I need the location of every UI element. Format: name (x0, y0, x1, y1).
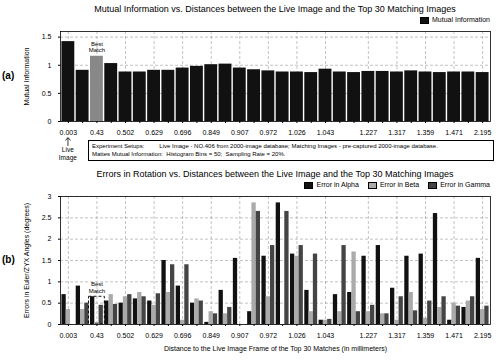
html-text:Error in Gamma: Error in Gamma (440, 181, 490, 188)
svg-text:1: 1 (48, 278, 52, 285)
svg-text:0.5: 0.5 (42, 90, 52, 97)
svg-text:2.195: 2.195 (474, 129, 492, 136)
svg-text:Distance to the Live Image Fra: Distance to the Live Image Frame of the … (164, 345, 387, 353)
svg-text:0.629: 0.629 (145, 129, 163, 136)
html-text:Experiment Setups: Live Image: Experiment Setups: Live Image - NO.406 f… (92, 143, 438, 157)
svg-text:1.471: 1.471 (445, 129, 463, 136)
svg-text:0.629: 0.629 (145, 332, 163, 339)
svg-text:1.043: 1.043 (317, 332, 335, 339)
svg-text:1.317: 1.317 (388, 129, 406, 136)
svg-text:1.043: 1.043 (317, 129, 335, 136)
svg-text:0.972: 0.972 (260, 332, 278, 339)
svg-text:0.696: 0.696 (174, 129, 192, 136)
html-text:(a): (a) (2, 70, 15, 81)
svg-text:0.849: 0.849 (202, 129, 220, 136)
svg-text:3: 3 (48, 193, 52, 200)
html-text:Live Image: Live Image (58, 146, 77, 161)
svg-text:1.026: 1.026 (288, 129, 306, 136)
svg-text:0.502: 0.502 (117, 129, 135, 136)
svg-text:1.5: 1.5 (42, 257, 52, 264)
svg-text:1.227: 1.227 (360, 129, 378, 136)
svg-text:0: 0 (48, 118, 52, 125)
svg-text:BestMatch: BestMatch (89, 41, 105, 53)
html-text:(b): (b) (2, 254, 15, 265)
html-text:Error in Alpha: Error in Alpha (316, 181, 359, 188)
svg-text:0.43: 0.43 (90, 332, 104, 339)
svg-text:0.43: 0.43 (90, 129, 104, 136)
html-text:Errors in Rotation vs. Distanc: Errors in Rotation vs. Distances between… (96, 169, 454, 179)
svg-text:1: 1 (48, 61, 52, 68)
svg-text:0: 0 (48, 321, 52, 328)
svg-text:1.5: 1.5 (42, 33, 52, 40)
svg-text:0.502: 0.502 (117, 332, 135, 339)
svg-text:2.195: 2.195 (474, 332, 492, 339)
svg-text:0.5: 0.5 (42, 299, 52, 306)
svg-text:0.003: 0.003 (60, 332, 78, 339)
svg-text:Errors in Euler/ZYX Angles (de: Errors in Euler/ZYX Angles (degrees) (23, 203, 31, 318)
svg-text:Mutual Information: Mutual Information (23, 47, 30, 105)
html-text:Mutual Information vs. Distanc: Mutual Information vs. Distances between… (94, 4, 456, 14)
html-text:Mutual Information: Mutual Information (432, 16, 490, 23)
svg-text:1.317: 1.317 (388, 332, 406, 339)
svg-text:0.907: 0.907 (231, 129, 249, 136)
svg-text:0.696: 0.696 (174, 332, 192, 339)
svg-text:0.849: 0.849 (202, 332, 220, 339)
svg-text:1.359: 1.359 (417, 129, 435, 136)
svg-text:2: 2 (48, 235, 52, 242)
svg-text:0.907: 0.907 (231, 332, 249, 339)
html-text:Error in Beta: Error in Beta (379, 181, 420, 188)
svg-text:2.5: 2.5 (42, 214, 52, 221)
svg-text:1.359: 1.359 (417, 332, 435, 339)
svg-text:1.026: 1.026 (288, 332, 306, 339)
svg-text:1.471: 1.471 (445, 332, 463, 339)
svg-text:0.972: 0.972 (260, 129, 278, 136)
svg-text:0.003: 0.003 (60, 129, 78, 136)
svg-text:BestMatch: BestMatch (89, 281, 105, 293)
svg-text:1.227: 1.227 (360, 332, 378, 339)
